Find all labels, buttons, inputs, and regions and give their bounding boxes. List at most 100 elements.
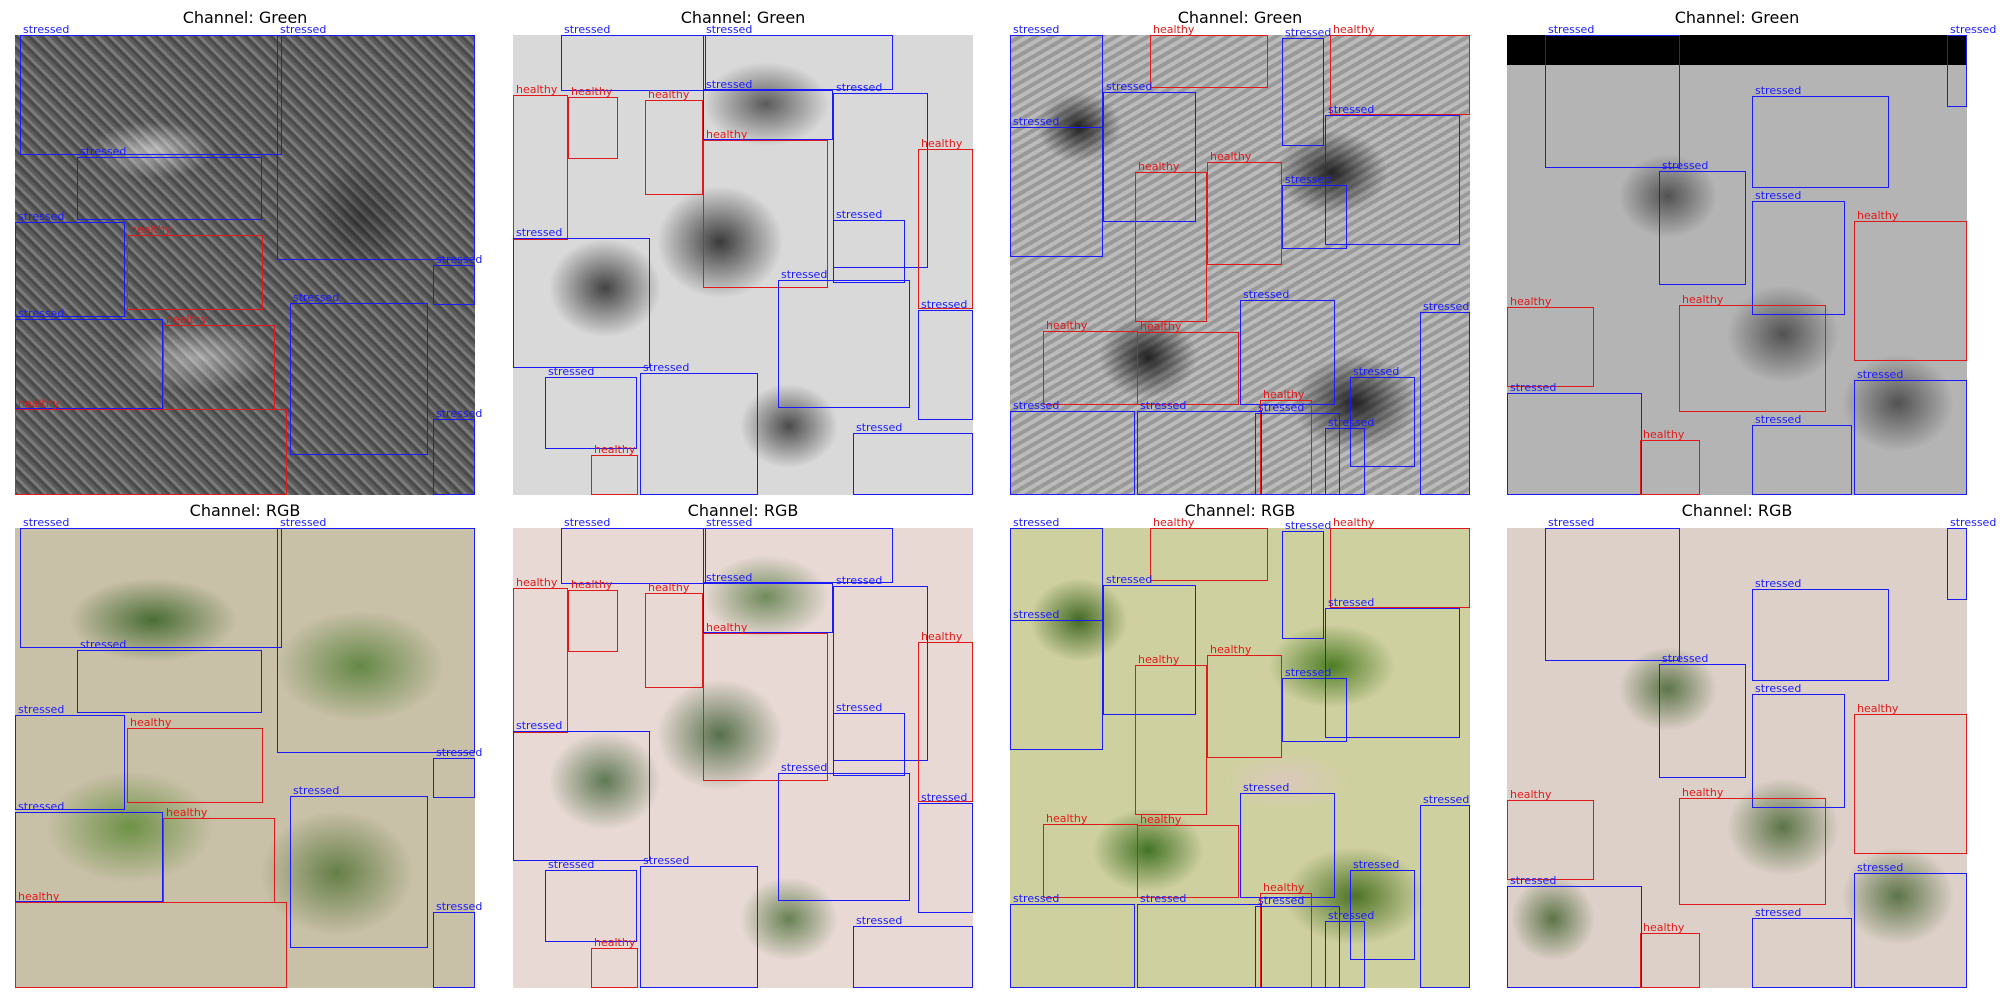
bounding-box-label: healthy — [18, 397, 60, 410]
panel-title: Channel: Green — [1674, 8, 1800, 27]
bounding-box-stressed: stressed — [1010, 400, 1135, 495]
bounding-box-label: healthy — [166, 313, 208, 326]
bounding-box-healthy: healthy — [127, 224, 263, 310]
bounding-box-stressed: stressed — [513, 720, 650, 861]
image-green-2 — [513, 35, 973, 495]
bounding-box-stressed: stressed — [277, 24, 475, 260]
bounding-box-label: healthy — [1210, 150, 1252, 163]
bounding-box-label: healthy — [648, 88, 690, 101]
bounding-box-label: stressed — [706, 78, 753, 91]
bounding-box-label: stressed — [1140, 892, 1187, 905]
bounding-box-healthy: healthy — [1330, 517, 1470, 608]
bounding-box-stressed: stressed — [1137, 893, 1262, 988]
bounding-box-label: healthy — [1140, 813, 1182, 826]
bounding-box-stressed: stressed — [1545, 24, 1680, 168]
bounding-box-label: stressed — [564, 516, 611, 529]
bounding-box-stressed: stressed — [1240, 289, 1335, 405]
bounding-box-label: stressed — [18, 307, 65, 320]
bounding-box-label: stressed — [1013, 115, 1060, 128]
panel-green-1: Channel: Green stressed stressed stressed s… — [15, 8, 482, 495]
bounding-box-stressed: stressed — [703, 24, 893, 90]
bounding-box-stressed: stressed — [1545, 517, 1680, 661]
bounding-box-label: healthy — [1046, 319, 1088, 332]
bounding-box-stressed: stressed — [703, 517, 893, 583]
bounding-box-healthy: healthy — [918, 631, 973, 802]
bounding-box-healthy: healthy — [645, 582, 703, 688]
bounding-box-stressed: stressed — [778, 762, 910, 901]
bounding-box-label: stressed — [293, 784, 340, 797]
bounding-box-healthy: healthy — [1640, 429, 1700, 495]
panel-rgb-4: Channel: RGB stressed stressed stressed str… — [1507, 501, 1996, 988]
bounding-box-stressed: stressed — [1350, 366, 1415, 467]
bounding-box-stressed: stressed — [1659, 160, 1746, 285]
bounding-box-label: stressed — [1285, 519, 1332, 532]
bounding-box-label: stressed — [564, 23, 611, 36]
bounding-box-label: stressed — [1755, 84, 1802, 97]
bounding-box-label: stressed — [23, 516, 70, 529]
bounding-box-healthy: healthy — [1135, 161, 1207, 322]
bounding-box-stressed: stressed — [1325, 597, 1460, 738]
bounding-box-stressed: stressed — [703, 572, 833, 633]
bounding-box-label: stressed — [781, 761, 828, 774]
bounding-box-label: stressed — [1106, 573, 1153, 586]
bounding-box-stressed: stressed — [433, 254, 482, 305]
bounding-box-stressed: stressed — [918, 792, 973, 913]
bounding-box-stressed: stressed — [15, 704, 125, 810]
bounding-box-label: stressed — [1013, 399, 1060, 412]
bounding-box-label: stressed — [516, 719, 563, 732]
bounding-box-healthy: healthy — [645, 89, 703, 195]
bounding-box-stressed: stressed — [561, 517, 706, 584]
bounding-box-label: healthy — [166, 806, 208, 819]
bounding-box-healthy: healthy — [1854, 210, 1967, 361]
bounding-box-healthy: healthy — [918, 138, 973, 309]
bounding-box-stressed: stressed — [918, 299, 973, 420]
bounding-box-label: stressed — [548, 858, 595, 871]
bounding-box-stressed: stressed — [1752, 85, 1889, 188]
bounding-box-healthy: healthy — [163, 314, 275, 410]
bounding-box-label: stressed — [856, 914, 903, 927]
bounding-box-label: stressed — [1258, 894, 1305, 907]
bounding-box-label: stressed — [1662, 652, 1709, 665]
panel-title: Channel: Green — [1177, 8, 1303, 27]
bounding-box-stressed: stressed — [513, 227, 650, 368]
bounding-box-label: healthy — [1263, 388, 1305, 401]
bounding-box-stressed: stressed — [277, 517, 475, 753]
bounding-box-stressed: stressed — [15, 211, 125, 317]
bounding-box-healthy: healthy — [1137, 814, 1239, 898]
bounding-box-healthy: healthy — [163, 807, 275, 903]
bounding-box-label: stressed — [1423, 300, 1470, 313]
bounding-box-label: healthy — [516, 576, 558, 589]
bounding-box-label: stressed — [293, 291, 340, 304]
bounding-box-label: stressed — [836, 701, 883, 714]
bounding-box-label: stressed — [1548, 516, 1595, 529]
bounding-box-stressed: stressed — [15, 308, 163, 409]
panel-title: Channel: RGB — [687, 501, 799, 520]
bounding-box-label: stressed — [706, 516, 753, 529]
bounding-box-label: healthy — [1263, 881, 1305, 894]
bounding-box-label: stressed — [1258, 401, 1305, 414]
panel-title: Channel: RGB — [1681, 501, 1793, 520]
bounding-box-stressed: stressed — [20, 517, 282, 648]
bounding-box-healthy: healthy — [568, 86, 618, 159]
bounding-box-stressed: stressed — [1947, 24, 1996, 107]
bounding-box-stressed: stressed — [1325, 910, 1374, 988]
bounding-box-label: healthy — [921, 630, 963, 643]
panel-rgb-1: Channel: RGB stressed stressed stressed str… — [15, 501, 482, 988]
bounding-box-label: stressed — [1662, 159, 1709, 172]
bounding-box-label: stressed — [516, 226, 563, 239]
bounding-box-label: stressed — [1950, 23, 1997, 36]
bounding-box-label: healthy — [1510, 788, 1552, 801]
bounding-box-stressed: stressed — [1103, 574, 1196, 715]
bounding-box-stressed: stressed — [77, 639, 262, 713]
bounding-box-label: stressed — [1285, 26, 1332, 39]
bounding-box-label: healthy — [1153, 23, 1195, 36]
bounding-box-stressed: stressed — [833, 82, 928, 268]
bounding-box-label: stressed — [1423, 793, 1470, 806]
bounding-box-label: stressed — [1328, 416, 1375, 429]
bounding-box-stressed: stressed — [290, 785, 428, 948]
bounding-box-label: stressed — [921, 298, 968, 311]
bounding-box-label: stressed — [836, 208, 883, 221]
bounding-box-label: stressed — [1243, 781, 1290, 794]
image-rgb-3 — [1010, 528, 1470, 988]
panel-green-4: Channel: Green stressed stressed stressed s… — [1507, 8, 1996, 495]
